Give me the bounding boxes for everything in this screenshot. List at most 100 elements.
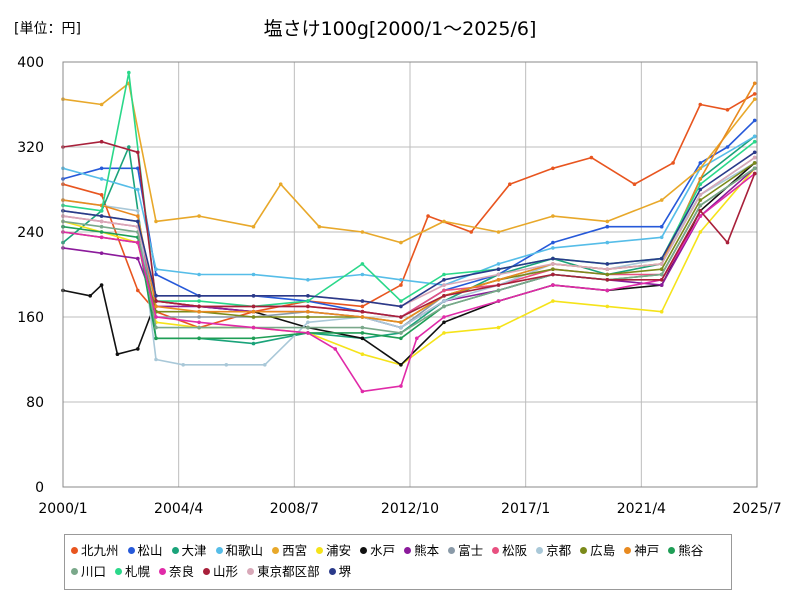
series-18-point: [752, 155, 757, 160]
series-4-point: [551, 214, 555, 218]
legend-marker: [215, 547, 223, 554]
series-10-point: [263, 363, 267, 367]
series-16-point: [197, 320, 201, 325]
series-lines: [61, 70, 757, 394]
series-10-point: [181, 363, 185, 367]
series-3-point: [197, 272, 201, 277]
series-5-point: [496, 325, 501, 330]
series-12-point: [136, 214, 140, 218]
series-12-point: [197, 309, 201, 314]
series-0-point: [360, 304, 365, 309]
series-12-point: [154, 304, 158, 309]
legend-label: 富士: [458, 543, 484, 558]
legend-label: 堺: [338, 564, 352, 579]
series-17-point: [251, 304, 256, 309]
series-6-point: [115, 352, 120, 357]
y-tick-label: 0: [35, 480, 44, 496]
x-tick-label: 2012/10: [381, 501, 439, 517]
series-14-point: [306, 325, 310, 330]
series-16-point: [496, 299, 501, 303]
chart-title: 塩さけ100g[2000/1～2025/6]: [263, 18, 537, 40]
series-1-point: [136, 166, 140, 171]
series-16-point: [333, 347, 338, 351]
series-14-point: [496, 288, 501, 293]
series-11-point: [605, 272, 610, 277]
series-17-point: [360, 309, 365, 314]
series-1-point: [698, 161, 703, 165]
series-12-point: [698, 177, 703, 181]
series-18-point: [551, 262, 555, 266]
series-7-point: [136, 256, 140, 261]
series-14-point: [154, 325, 158, 330]
x-axis-ticks: 2000/1 2004/4 2008/7 2012/10 2017/1 2021/4 202…: [38, 501, 781, 517]
series-16-point: [605, 288, 610, 293]
x-tick-label: 2017/1: [501, 501, 550, 517]
series-19-point: [496, 267, 501, 272]
legend-label: 和歌山: [225, 543, 264, 558]
series-3-point: [399, 278, 403, 282]
legend-item: 西宮: [272, 540, 307, 561]
series-14-point: [360, 325, 365, 330]
series-14-point: [659, 272, 664, 277]
series-7-point: [99, 251, 104, 255]
series-19-point: [154, 294, 158, 298]
series-0-point: [632, 182, 637, 186]
series-6-point: [360, 336, 365, 341]
series-17-point: [399, 315, 403, 319]
legend-marker: [328, 568, 336, 575]
series-line-7: [62, 167, 756, 329]
series-19-point: [136, 219, 140, 224]
series-13-point: [197, 336, 201, 341]
series-15-point: [442, 272, 446, 277]
legend-item: 堺: [328, 561, 352, 582]
series-17-point: [551, 272, 555, 277]
unit-label: [単位：円]: [14, 21, 81, 37]
legend-marker: [71, 547, 78, 554]
legend-marker: [127, 547, 135, 554]
line-chart: 0 80 160 240 320 400 2000/1 2004/4 2008/7 2012/1…: [17, 55, 781, 517]
series-0-point: [508, 182, 512, 186]
series-17-point: [197, 304, 201, 309]
series-17-point: [306, 304, 310, 309]
series-10-point: [136, 209, 140, 213]
series-11-point: [306, 315, 310, 319]
series-0-point: [399, 283, 403, 287]
series-17-point: [442, 294, 446, 298]
series-13-point: [360, 331, 365, 335]
series-19-point: [251, 294, 256, 298]
x-tick-label: 2021/4: [617, 501, 666, 517]
series-11-point: [551, 267, 555, 272]
legend-marker: [171, 547, 179, 554]
legend-label: 京都: [546, 543, 572, 558]
series-1-point: [659, 224, 664, 229]
legend-marker: [404, 547, 412, 554]
series-19-point: [306, 294, 310, 298]
series-4-point: [496, 230, 501, 234]
series-16-point: [99, 235, 104, 240]
series-13-point: [399, 336, 403, 341]
series-18-point: [99, 219, 104, 224]
legend-marker: [203, 568, 211, 575]
series-15-point: [752, 139, 757, 144]
series-line-17: [62, 140, 756, 318]
legend-label: 北九州: [81, 543, 119, 558]
series-14-point: [698, 203, 703, 208]
series-17-point: [99, 139, 104, 144]
series-3-point: [605, 240, 610, 245]
series-11-point: [752, 161, 757, 165]
series-9-point: [442, 288, 446, 293]
series-18-point: [659, 262, 664, 266]
series-2-point: [127, 145, 131, 149]
series-10-point: [399, 325, 403, 330]
series-line-0: [62, 93, 756, 329]
series-line-9: [62, 167, 756, 318]
series-16-point: [306, 331, 310, 335]
legend-label: 西宮: [282, 543, 308, 558]
legend-label: 山形: [213, 564, 239, 579]
series-0-point: [698, 102, 703, 107]
series-13-point: [154, 336, 158, 341]
series-15-point: [399, 299, 403, 303]
legend-item: 山形: [203, 561, 238, 582]
series-5-point: [442, 331, 446, 335]
series-0-point: [551, 166, 555, 171]
